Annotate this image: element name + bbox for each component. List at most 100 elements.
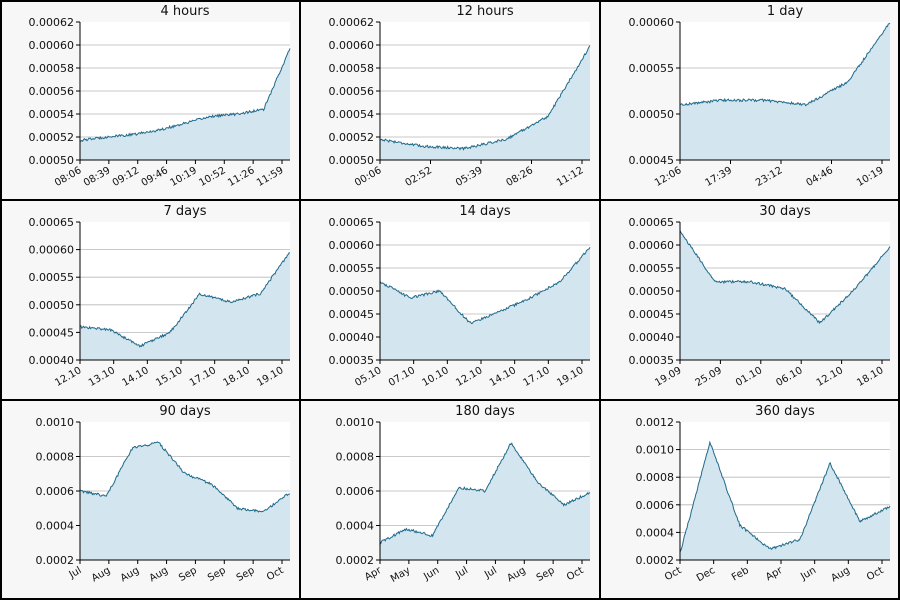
chart-title: 90 days — [159, 404, 211, 419]
chart-title: 360 days — [755, 404, 815, 419]
y-tick-label: 0.0002 — [336, 554, 375, 567]
chart-title: 4 hours — [161, 4, 210, 19]
series-area — [680, 23, 890, 161]
panel-border — [0, 199, 900, 201]
chart-svg: 0.0002 0.0004 0.0006 0.0008 0.0010 Apr May Jun J… — [336, 404, 591, 585]
y-tick-label: 0.00035 — [329, 354, 375, 367]
series-area — [80, 441, 290, 560]
chart-svg: 0.00050 0.00052 0.00054 0.00056 0.00058 0.000… — [329, 4, 591, 189]
chart-panel: 0.0002 0.0004 0.0006 0.0008 0.0010 0.0012 Oct D… — [600, 400, 900, 600]
x-tick-label: 09:46 — [140, 165, 170, 189]
series-line — [79, 48, 291, 142]
y-tick-label: 0.00050 — [329, 285, 375, 298]
x-tick-label: 14.10 — [488, 365, 518, 389]
chart-panel: 0.00050 0.00052 0.00054 0.00056 0.00058 0.000… — [300, 0, 600, 200]
x-tick-label: Feb — [730, 565, 751, 583]
chart-svg: 0.0002 0.0004 0.0006 0.0008 0.0010 Jul Aug Aug A… — [36, 404, 291, 584]
series-line — [379, 442, 591, 545]
y-tick-label: 0.00060 — [629, 16, 675, 29]
y-tick-label: 0.0004 — [36, 520, 75, 533]
chart-title: 180 days — [455, 404, 515, 419]
x-tick-label: 11:59 — [255, 165, 285, 189]
series-line — [379, 45, 591, 151]
x-tick-label: 11:26 — [226, 165, 256, 189]
y-tick-label: 0.0010 — [36, 416, 75, 429]
chart-panel: 0.0002 0.0004 0.0006 0.0008 0.0010 Jul Aug Aug A… — [0, 400, 300, 600]
y-tick-label: 0.00054 — [329, 108, 375, 121]
x-tick-label: 19.09 — [653, 365, 683, 389]
x-tick-label: 25.09 — [694, 365, 724, 389]
y-tick-label: 0.00040 — [29, 354, 75, 367]
x-tick-label: 10:52 — [197, 165, 227, 189]
y-tick-label: 0.00056 — [29, 85, 75, 98]
x-tick-label: 02:52 — [404, 165, 434, 189]
y-tick-label: 0.00058 — [329, 62, 375, 75]
chart-svg: 0.00035 0.00040 0.00045 0.00050 0.00055 0.000… — [629, 204, 891, 389]
chart-title: 7 days — [163, 204, 206, 219]
x-tick-label: 19.10 — [555, 365, 585, 389]
y-tick-label: 0.00050 — [29, 299, 75, 312]
x-tick-label: 13.10 — [87, 365, 117, 389]
x-tick-label: Sep — [235, 565, 257, 584]
x-tick-label: Aug — [90, 565, 112, 584]
y-tick-label: 0.00060 — [29, 244, 75, 257]
y-tick-label: 0.00065 — [629, 216, 675, 229]
chart-panel: 0.00045 0.00050 0.00055 0.00060 12:06 17:39 23… — [600, 0, 900, 200]
y-tick-label: 0.00040 — [629, 331, 675, 344]
chart-svg: 0.00040 0.00045 0.00050 0.00055 0.00060 0.000… — [29, 204, 291, 389]
y-tick-label: 0.0006 — [36, 485, 75, 498]
x-tick-label: Aug — [829, 565, 851, 584]
chart-svg: 0.00035 0.00040 0.00045 0.00050 0.00055 0.000… — [329, 204, 591, 389]
y-tick-label: 0.00052 — [29, 131, 75, 144]
series-area — [80, 252, 290, 360]
x-tick-label: 04:46 — [805, 165, 835, 189]
y-tick-label: 0.0008 — [636, 471, 675, 484]
chart-panel: 0.00035 0.00040 0.00045 0.00050 0.00055 0.000… — [300, 200, 600, 400]
x-tick-label: 05.10 — [353, 365, 383, 389]
y-tick-label: 0.00050 — [629, 108, 675, 121]
series-line — [379, 246, 591, 325]
y-tick-label: 0.00052 — [329, 131, 375, 144]
y-tick-label: 0.0006 — [336, 485, 375, 498]
x-tick-label: Oct — [663, 565, 684, 583]
x-tick-label: 11:12 — [555, 165, 585, 189]
y-tick-label: 0.00065 — [329, 216, 375, 229]
chart-svg: 0.0002 0.0004 0.0006 0.0008 0.0010 0.0012 Oct D… — [636, 404, 891, 584]
x-tick-label: Oct — [865, 565, 886, 583]
x-tick-label: 10:19 — [855, 165, 885, 189]
series-area — [380, 45, 590, 161]
series-line — [679, 440, 891, 553]
y-tick-label: 0.0008 — [336, 451, 375, 464]
x-tick-label: Aug — [505, 565, 527, 584]
x-tick-label: 19.10 — [255, 365, 285, 389]
x-tick-label: 23:12 — [754, 165, 784, 189]
series-line — [79, 252, 291, 348]
y-tick-label: 0.00050 — [629, 285, 675, 298]
x-tick-label: Jul — [67, 565, 84, 581]
x-tick-label: 18.10 — [222, 365, 252, 389]
x-tick-label: 10:19 — [168, 165, 198, 189]
y-tick-label: 0.00055 — [329, 262, 375, 275]
x-tick-label: Sep — [206, 565, 228, 584]
series-line — [79, 441, 291, 513]
x-tick-label: 12:06 — [653, 165, 683, 189]
x-tick-label: 18.10 — [855, 365, 885, 389]
y-tick-label: 0.0006 — [636, 499, 675, 512]
y-tick-label: 0.00062 — [29, 16, 75, 29]
x-tick-label: May — [389, 565, 412, 585]
chart-panel: 0.0002 0.0004 0.0006 0.0008 0.0010 Apr May Jun J… — [300, 400, 600, 600]
panel-border — [0, 0, 2, 600]
x-tick-label: 15.10 — [154, 365, 184, 389]
y-tick-label: 0.0010 — [336, 416, 375, 429]
panel-border — [0, 0, 900, 2]
y-tick-label: 0.00062 — [329, 16, 375, 29]
chart-svg: 0.00050 0.00052 0.00054 0.00056 0.00058 0.000… — [29, 4, 291, 189]
y-tick-label: 0.00045 — [29, 326, 75, 339]
panel-border — [299, 0, 301, 600]
panel-border — [898, 0, 900, 600]
y-tick-label: 0.00040 — [329, 331, 375, 344]
x-tick-label: 17:39 — [704, 165, 734, 189]
x-tick-label: 08:06 — [53, 165, 83, 189]
chart-title: 14 days — [459, 204, 511, 219]
